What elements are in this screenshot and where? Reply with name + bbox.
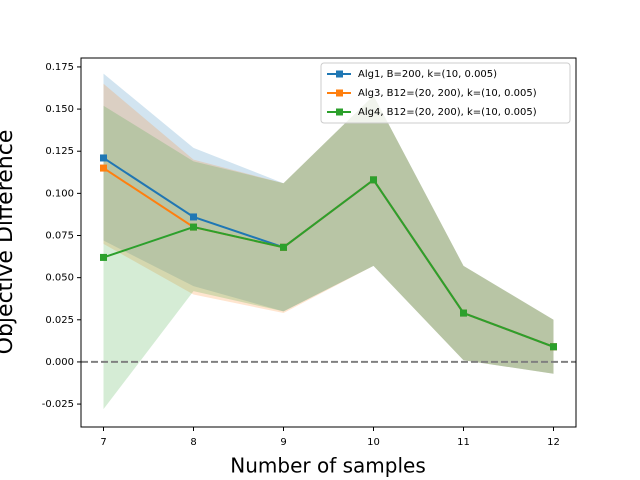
plot-frame [80,57,577,428]
legend-box [320,62,571,124]
y-tick-label: 0.125 [45,146,74,157]
legend-marker [336,108,343,116]
y-axis-label: Objective Difference [0,130,18,355]
marker [100,164,107,172]
y-tick-label: 0.175 [45,62,74,73]
marker [190,223,197,231]
confidence-band [103,83,554,374]
marker [550,343,557,351]
legend-label: Alg1, B=200, k=(10, 0.005) [358,69,497,80]
y-tick-label: 0.075 [45,231,74,242]
x-tick-label: 9 [280,437,286,448]
y-tick-label: -0.025 [42,399,74,410]
x-tick-label: 8 [190,437,196,448]
x-tick-label: 10 [367,437,380,448]
legend-label: Alg4, B12=(20, 200), k=(10, 0.005) [358,107,537,118]
confidence-band [103,95,554,410]
y-tick-label: 0.025 [45,315,74,326]
confidence-band [103,73,554,374]
x-tick-label: 11 [457,437,470,448]
legend-marker [336,89,343,97]
marker [190,213,197,221]
marker [370,176,377,184]
y-tick-label: 0.150 [45,104,74,115]
series-line [103,178,554,348]
x-tick-label: 12 [547,437,560,448]
y-tick-label: 0.000 [45,357,74,368]
y-tick-label: 0.050 [45,273,74,284]
marker [280,243,287,251]
marker [460,309,467,317]
x-axis-label: Number of samples [230,454,425,478]
marker [100,253,107,261]
legend-marker [336,70,343,78]
x-tick-label: 7 [100,437,106,448]
legend-label: Alg3, B12=(20, 200), k=(10, 0.005) [358,88,537,99]
y-tick-label: 0.100 [45,188,74,199]
marker [100,154,107,162]
